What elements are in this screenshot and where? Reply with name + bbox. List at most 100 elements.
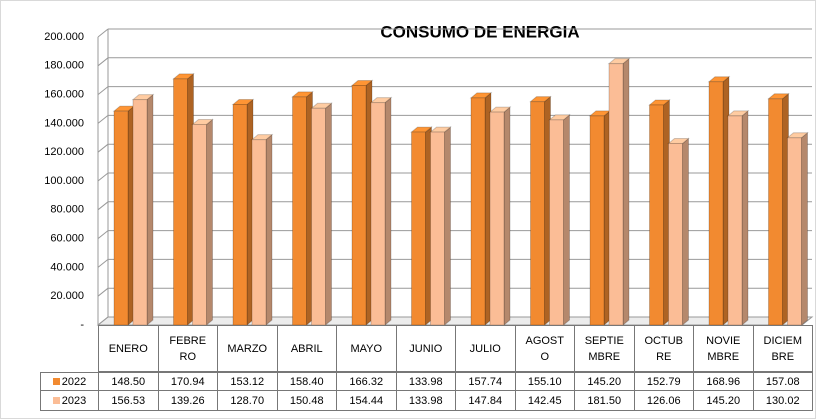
bar: [489, 111, 505, 326]
bar: [549, 119, 564, 326]
grid-line-side: [97, 143, 109, 153]
grid-line-side: [97, 57, 109, 67]
bar: [470, 97, 486, 326]
value-cell: 133.98: [395, 390, 456, 411]
chart-title: CONSUMO DE ENERGIA: [380, 22, 579, 41]
bar: [173, 78, 188, 326]
value-cell: 130.02: [752, 390, 813, 411]
value-cell: 142.45: [514, 390, 575, 411]
value-cell: 157.74: [455, 372, 516, 391]
legend-label: 2022: [61, 375, 87, 388]
bar-side: [682, 137, 689, 327]
y-tick-label: 200.000: [44, 31, 84, 43]
legend-key: [52, 378, 60, 385]
value-cell: 133.98: [395, 372, 456, 391]
bar-side: [384, 96, 392, 327]
bar: [192, 123, 207, 326]
value-cell: 166.32: [336, 372, 397, 391]
value-cell: 170.94: [157, 372, 218, 391]
value-cell: 155.10: [514, 372, 575, 391]
bar: [292, 96, 307, 326]
value-cell: 128.70: [217, 390, 278, 411]
value-cell: 139.26: [157, 390, 218, 411]
y-tick-label: 40.000: [50, 261, 84, 273]
bar: [608, 63, 624, 326]
bar: [411, 131, 426, 326]
bar-side: [801, 131, 808, 327]
y-tick-label: 180.000: [44, 60, 84, 72]
bar: [727, 115, 743, 326]
bar: [132, 99, 148, 326]
legend-key: [52, 397, 60, 404]
value-cell: 145.20: [693, 390, 754, 411]
bar: [370, 102, 386, 326]
bar-side: [741, 109, 749, 327]
y-tick-label: 20.000: [50, 290, 84, 302]
value-cell: 157.08: [752, 372, 813, 391]
value-cell: 156.53: [98, 390, 159, 411]
bar: [708, 81, 724, 326]
category-cell: JUNIO: [395, 325, 456, 372]
grid-line-side: [97, 115, 109, 124]
value-cell: 145.20: [574, 372, 635, 391]
category-cell: MAYO: [336, 325, 397, 372]
bar-side: [206, 118, 213, 327]
value-cell: 150.48: [276, 390, 337, 411]
y-tick-label: -: [80, 319, 84, 331]
value-cell: 126.06: [633, 390, 694, 411]
category-cell: DICIEMBRE: [752, 325, 813, 372]
value-cell: 147.84: [455, 390, 516, 411]
category-cell: MARZO: [217, 325, 278, 372]
grid-line-side: [97, 28, 109, 38]
category-cell: FEBRERO: [157, 325, 218, 372]
category-cell: SEPTIEMBRE: [574, 325, 635, 372]
category-cell: ABRIL: [276, 325, 337, 372]
grid-line-side: [97, 86, 109, 95]
y-tick-label: 160.000: [44, 89, 84, 101]
bar: [232, 104, 248, 326]
y-tick-label: 140.000: [44, 117, 84, 129]
bar-side: [325, 102, 332, 327]
y-tick-label: 100.000: [44, 175, 84, 187]
bar: [251, 139, 267, 326]
category-cell: ENERO: [98, 325, 159, 372]
bar: [530, 101, 545, 326]
value-cell: 158.40: [276, 372, 337, 391]
legend-label: 2023: [61, 394, 87, 407]
grid-line-side: [97, 316, 109, 326]
y-tick-label: 60.000: [50, 233, 84, 245]
grid-line-side: [97, 230, 109, 239]
category-cell: NOVIEMBRE: [693, 325, 754, 372]
bar: [113, 110, 129, 326]
bar-side: [503, 106, 511, 327]
bar: [351, 84, 367, 326]
category-cell: OCTUBRE: [633, 325, 694, 372]
bar-side: [146, 93, 154, 327]
bar-side: [622, 57, 630, 327]
bar: [430, 131, 445, 326]
y-tick-label: 80.000: [50, 204, 84, 216]
bar: [311, 107, 326, 326]
bar-side: [444, 126, 451, 327]
bar-side: [563, 113, 570, 327]
value-cell: 153.12: [217, 372, 278, 391]
grid-line-side: [97, 287, 109, 297]
grid-line-side: [97, 201, 109, 211]
bar: [668, 142, 683, 326]
value-cell: 148.50: [98, 372, 159, 391]
category-cell: JULIO: [455, 325, 516, 372]
value-cell: 181.50: [574, 390, 635, 411]
bar: [589, 115, 605, 326]
bar: [787, 137, 802, 326]
value-cell: 152.79: [633, 372, 694, 391]
value-cell: 154.44: [336, 390, 397, 411]
y-tick-label: 120.000: [44, 146, 84, 158]
bar: [649, 104, 664, 326]
bar-side: [265, 133, 273, 327]
grid-line-side: [97, 172, 109, 182]
legend-cell: 2022: [40, 372, 99, 391]
grid-line-side: [97, 259, 109, 268]
